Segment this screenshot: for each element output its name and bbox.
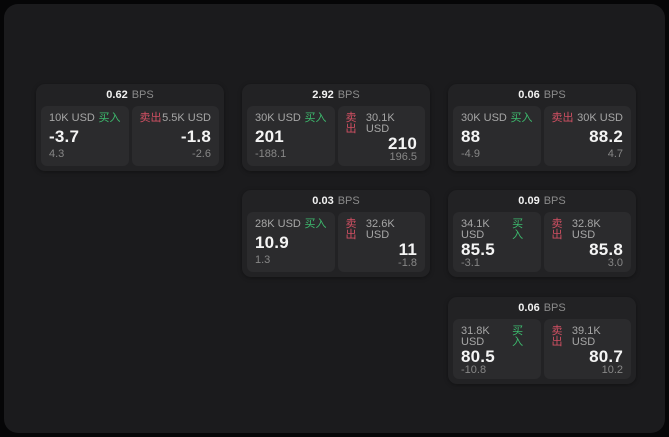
sell-change: 3.0 bbox=[607, 257, 623, 269]
sell-price: 80.7 bbox=[589, 347, 623, 366]
buy-change: 4.3 bbox=[49, 148, 65, 160]
buy-amount: 28K USD bbox=[255, 218, 301, 230]
quote-card: 0.62 BPS 10K USD 买入 -3.7 4.3 卖出 5.5K USD… bbox=[36, 84, 224, 171]
bps-value: 2.92 bbox=[312, 89, 334, 101]
sell-label: 卖出 bbox=[551, 112, 574, 124]
sell-label: 卖出 bbox=[139, 112, 162, 124]
card-header: 0.06 BPS bbox=[448, 297, 636, 318]
buy-price: 85.5 bbox=[461, 240, 495, 259]
bps-value: 0.03 bbox=[312, 195, 334, 207]
bps-unit-label: BPS bbox=[131, 89, 154, 101]
bps-unit-label: BPS bbox=[337, 195, 360, 207]
sell-price: 85.8 bbox=[589, 240, 623, 259]
bps-value: 0.06 bbox=[518, 302, 540, 314]
buy-price: 88 bbox=[461, 127, 481, 146]
sell-change: -1.8 bbox=[398, 257, 417, 269]
quote-card: 0.06 BPS 30K USD 买入 88 -4.9 卖出 30K USD 8… bbox=[448, 84, 636, 171]
card-header: 0.62 BPS bbox=[36, 84, 224, 105]
buy-quote-button[interactable]: 31.8K USD 买入 80.5 -10.8 bbox=[453, 319, 541, 379]
buy-change: -10.8 bbox=[461, 364, 487, 376]
buy-quote-button[interactable]: 28K USD 买入 10.9 1.3 bbox=[247, 212, 335, 272]
bps-value: 0.09 bbox=[518, 195, 540, 207]
app-window: 0.62 BPS 10K USD 买入 -3.7 4.3 卖出 5.5K USD… bbox=[4, 4, 665, 433]
bps-unit-label: BPS bbox=[543, 89, 566, 101]
sell-quote-button[interactable]: 卖出 32.8K USD 85.8 3.0 bbox=[543, 212, 631, 272]
buy-label: 买入 bbox=[98, 112, 121, 124]
buy-amount: 31.8K USD bbox=[461, 325, 490, 348]
bps-value: 0.06 bbox=[518, 89, 540, 101]
buy-price: 201 bbox=[255, 127, 284, 146]
sell-change: -2.6 bbox=[192, 148, 211, 160]
sell-amount: 30K USD bbox=[577, 112, 623, 124]
sell-amount: 32.6K USD bbox=[365, 218, 395, 241]
bps-value: 0.62 bbox=[106, 89, 128, 101]
bps-unit-label: BPS bbox=[337, 89, 360, 101]
buy-amount: 34.1K USD bbox=[461, 218, 490, 241]
sell-label: 卖出 bbox=[551, 218, 563, 241]
buy-change: -4.9 bbox=[461, 148, 480, 160]
sell-quote-button[interactable]: 卖出 32.6K USD 11 -1.8 bbox=[337, 212, 425, 272]
buy-price: -3.7 bbox=[49, 127, 80, 146]
card-header: 0.09 BPS bbox=[448, 190, 636, 211]
sell-change: 196.5 bbox=[389, 151, 417, 163]
sell-amount: 5.5K USD bbox=[162, 112, 211, 124]
buy-label: 买入 bbox=[304, 218, 327, 230]
card-header: 2.92 BPS bbox=[242, 84, 430, 105]
sell-price: 11 bbox=[398, 240, 417, 259]
quote-card: 0.06 BPS 31.8K USD 买入 80.5 -10.8 卖出 39.1… bbox=[448, 297, 636, 384]
sell-price: 88.2 bbox=[589, 127, 623, 146]
card-header: 0.06 BPS bbox=[448, 84, 636, 105]
buy-label: 买入 bbox=[512, 325, 524, 348]
buy-amount: 30K USD bbox=[461, 112, 507, 124]
buy-quote-button[interactable]: 34.1K USD 买入 85.5 -3.1 bbox=[453, 212, 541, 272]
sell-label: 卖出 bbox=[345, 218, 357, 241]
quote-card: 0.09 BPS 34.1K USD 买入 85.5 -3.1 卖出 32.8K… bbox=[448, 190, 636, 277]
buy-price: 80.5 bbox=[461, 347, 495, 366]
sell-label: 卖出 bbox=[345, 112, 357, 135]
buy-label: 买入 bbox=[510, 112, 533, 124]
buy-change: -188.1 bbox=[255, 148, 287, 160]
sell-quote-button[interactable]: 卖出 30K USD 88.2 4.7 bbox=[543, 106, 631, 166]
sell-amount: 32.8K USD bbox=[571, 218, 601, 241]
sell-price: -1.8 bbox=[180, 127, 211, 146]
buy-label: 买入 bbox=[512, 218, 524, 241]
sell-amount: 30.1K USD bbox=[365, 112, 395, 135]
quote-card: 0.03 BPS 28K USD 买入 10.9 1.3 卖出 32.6K US… bbox=[242, 190, 430, 277]
buy-amount: 10K USD bbox=[49, 112, 95, 124]
buy-change: -3.1 bbox=[461, 257, 480, 269]
sell-quote-button[interactable]: 卖出 39.1K USD 80.7 10.2 bbox=[543, 319, 631, 379]
buy-quote-button[interactable]: 30K USD 买入 201 -188.1 bbox=[247, 106, 335, 166]
sell-change: 4.7 bbox=[607, 148, 623, 160]
quote-card: 2.92 BPS 30K USD 买入 201 -188.1 卖出 30.1K … bbox=[242, 84, 430, 171]
bps-unit-label: BPS bbox=[543, 195, 566, 207]
buy-amount: 30K USD bbox=[255, 112, 301, 124]
sell-quote-button[interactable]: 卖出 30.1K USD 210 196.5 bbox=[337, 106, 425, 166]
card-header: 0.03 BPS bbox=[242, 190, 430, 211]
sell-price: 210 bbox=[388, 134, 417, 153]
sell-change: 10.2 bbox=[601, 364, 623, 376]
sell-quote-button[interactable]: 卖出 5.5K USD -1.8 -2.6 bbox=[131, 106, 219, 166]
buy-price: 10.9 bbox=[255, 233, 289, 252]
sell-amount: 39.1K USD bbox=[571, 325, 601, 348]
bps-unit-label: BPS bbox=[543, 302, 566, 314]
buy-label: 买入 bbox=[304, 112, 327, 124]
buy-quote-button[interactable]: 30K USD 买入 88 -4.9 bbox=[453, 106, 541, 166]
buy-quote-button[interactable]: 10K USD 买入 -3.7 4.3 bbox=[41, 106, 129, 166]
sell-label: 卖出 bbox=[551, 325, 563, 348]
buy-change: 1.3 bbox=[255, 254, 271, 266]
